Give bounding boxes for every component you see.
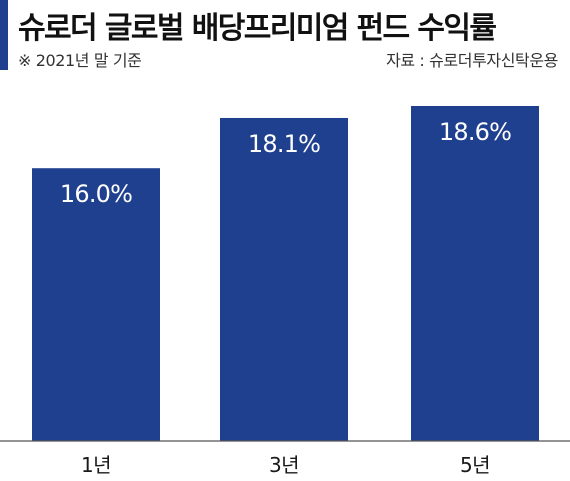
- bars-layer: 16.0% 18.1% 18.6%: [32, 106, 539, 441]
- chart-title: 슈로더 글로벌 배당프리미엄 펀드 수익률: [18, 11, 497, 46]
- bar-2: [220, 117, 348, 441]
- basis-note: ※ 2021년 말 기준: [18, 51, 142, 70]
- bar-value-label-2: 18.1%: [248, 130, 320, 158]
- title-accent-bar: [0, 0, 8, 70]
- bar-value-label-1: 16.0%: [60, 180, 132, 208]
- bar-3: [411, 106, 539, 441]
- category-label-1: 1년: [81, 453, 111, 477]
- bar-value-label-3: 18.6%: [439, 118, 511, 146]
- category-label-3: 5년: [460, 453, 490, 477]
- category-labels-layer: 1년 3년 5년: [81, 453, 491, 477]
- source-note: 자료 : 슈로더투자신탁운용: [386, 51, 558, 70]
- category-label-2: 3년: [269, 453, 299, 477]
- bar-1: [32, 168, 160, 441]
